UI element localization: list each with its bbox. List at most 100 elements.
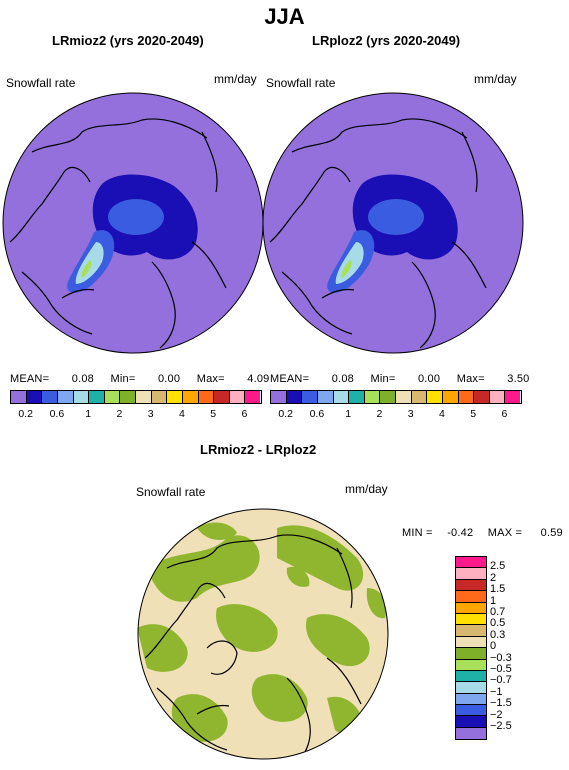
- right-field-label: Snowfall rate: [266, 76, 336, 90]
- right-colorbar: [270, 390, 522, 404]
- colorbar-tick-label: 5: [470, 408, 477, 420]
- left-min-label: Min=: [110, 373, 136, 385]
- colorbar-tick-label: 0.2: [18, 408, 33, 420]
- diff-field-label: Snowfall rate: [136, 485, 206, 499]
- colorbar-swatch: [11, 391, 27, 403]
- colorbar-tick-label: 0.6: [49, 408, 65, 420]
- colorbar-level-label: 2.5: [490, 560, 506, 573]
- colorbar-swatch: [505, 391, 520, 403]
- colorbar-tick-label: 3: [147, 408, 154, 420]
- left-max-value: 4.09: [247, 373, 270, 385]
- colorbar-tick-label: 2: [116, 408, 123, 420]
- colorbar-swatch: [456, 591, 486, 603]
- colorbar-swatch: [73, 391, 90, 403]
- colorbar-swatch: [229, 391, 246, 403]
- colorbar-swatch: [364, 391, 381, 403]
- left-min-value: 0.00: [157, 373, 181, 385]
- colorbar-swatch: [167, 391, 183, 403]
- colorbar-level-label: −2.5: [490, 720, 512, 732]
- diff-stats: MIN = -0.42 MAX = 0.59: [402, 527, 563, 539]
- right-colorbar-ticks: 0.2 0.6 1 2 3 4 5 6: [270, 406, 520, 420]
- colorbar-swatch: [456, 727, 486, 740]
- colorbar-tick-label: 5: [210, 408, 217, 420]
- colorbar-swatch: [456, 625, 486, 637]
- diff-max-value: 0.59: [540, 527, 563, 539]
- diff-panel-title: LRmioz2 - LRploz2: [200, 442, 317, 457]
- left-colorbar-ticks: 0.2 0.6 1 2 3 4 5 6: [10, 406, 260, 420]
- colorbar-swatch: [198, 391, 215, 403]
- colorbar-swatch: [456, 568, 486, 580]
- colorbar-swatch: [456, 557, 486, 569]
- colorbar-tick-label: 1: [345, 408, 352, 420]
- colorbar-level-label: 0.7: [490, 606, 506, 618]
- colorbar-swatch: [427, 391, 443, 403]
- colorbar-swatch: [458, 391, 475, 403]
- left-polar-map: [2, 92, 264, 354]
- colorbar-swatch: [396, 391, 412, 403]
- colorbar-level-label: −0.7: [490, 674, 512, 687]
- colorbar-level-label: 0: [490, 640, 497, 653]
- colorbar-level-label: 2: [490, 571, 497, 584]
- left-field-label: Snowfall rate: [6, 76, 76, 90]
- diff-units-label: mm/day: [345, 482, 388, 496]
- colorbar-swatch: [349, 391, 365, 403]
- colorbar-swatch: [120, 391, 136, 403]
- colorbar-swatch: [456, 659, 486, 671]
- colorbar-level-label: −1: [490, 685, 503, 698]
- diff-min-label: MIN =: [402, 527, 433, 539]
- right-min-label: Min=: [370, 373, 396, 385]
- colorbar-swatch: [456, 636, 486, 649]
- colorbar-swatch: [317, 391, 334, 403]
- right-max-value: 3.50: [507, 373, 530, 385]
- right-panel-title: LRploz2 (yrs 2020-2049): [312, 33, 461, 48]
- left-mean-label: MEAN=: [10, 373, 50, 385]
- colorbar-level-label: 1: [490, 594, 497, 607]
- colorbar-swatch: [456, 648, 486, 660]
- colorbar-swatch: [456, 682, 486, 694]
- colorbar-level-label: 0.3: [490, 628, 506, 641]
- colorbar-swatch: [456, 693, 486, 706]
- diff-colorbar-labels: 2.5 2 1.5 1 0.7 0.5 0.3 0 −0.3 −0.5 −0.7 −1 −1.5 −2 −2…: [490, 556, 550, 741]
- right-mean-value: 0.08: [331, 373, 354, 385]
- colorbar-tick-label: 0.6: [309, 408, 325, 420]
- diff-max-label: MAX =: [487, 527, 523, 539]
- colorbar-level-label: 0.5: [490, 617, 506, 630]
- colorbar-swatch: [489, 391, 506, 403]
- colorbar-swatch: [411, 391, 428, 403]
- colorbar-tick-label: 3: [407, 408, 414, 420]
- right-mean-label: MEAN=: [270, 373, 310, 385]
- right-units-label: mm/day: [474, 72, 517, 86]
- colorbar-swatch: [456, 716, 486, 728]
- right-max-label: Max=: [456, 373, 485, 385]
- left-max-label: Max=: [196, 373, 225, 385]
- left-units-label: mm/day: [214, 72, 257, 86]
- colorbar-swatch: [89, 391, 105, 403]
- left-panel-title: LRmioz2 (yrs 2020-2049): [52, 33, 204, 48]
- colorbar-tick-label: 1: [85, 408, 92, 420]
- colorbar-swatch: [26, 391, 43, 403]
- colorbar-tick-label: 6: [501, 408, 508, 420]
- right-polar-map: [262, 92, 524, 354]
- colorbar-swatch: [286, 391, 303, 403]
- colorbar-swatch: [380, 391, 396, 403]
- colorbar-level-label: −1.5: [490, 697, 512, 710]
- colorbar-swatch: [136, 391, 152, 403]
- colorbar-swatch: [271, 391, 287, 403]
- colorbar-swatch: [245, 391, 260, 403]
- colorbar-swatch: [302, 391, 318, 403]
- colorbar-swatch: [456, 579, 486, 592]
- left-colorbar: [10, 390, 262, 404]
- colorbar-swatch: [442, 391, 459, 403]
- colorbar-level-label: −0.5: [490, 663, 512, 675]
- colorbar-tick-label: 4: [438, 408, 445, 420]
- colorbar-swatch: [182, 391, 199, 403]
- colorbar-swatch: [456, 705, 486, 717]
- colorbar-tick-label: 6: [241, 408, 248, 420]
- diff-colorbar: [455, 556, 487, 741]
- colorbar-tick-label: 0.2: [278, 408, 293, 420]
- colorbar-swatch: [104, 391, 121, 403]
- colorbar-swatch: [42, 391, 58, 403]
- diff-polar-map: [137, 508, 389, 760]
- colorbar-tick-label: 2: [376, 408, 383, 420]
- colorbar-level-label: −2: [490, 708, 503, 721]
